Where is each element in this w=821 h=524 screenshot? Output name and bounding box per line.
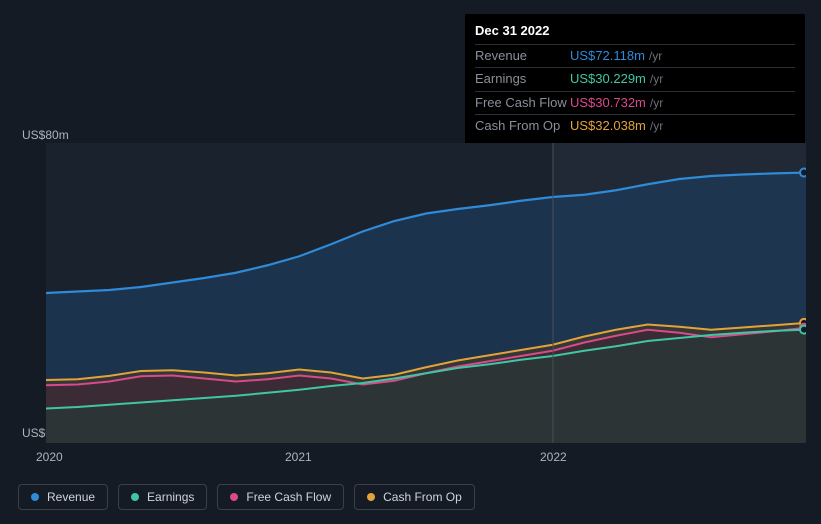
tooltip-value: US$72.118m (570, 47, 645, 65)
tooltip-label: Revenue (475, 47, 570, 65)
y-axis-tick: US$80m (22, 128, 69, 142)
tooltip-unit: /yr (649, 48, 662, 65)
x-axis-tick: 2020 (36, 450, 63, 464)
legend: Revenue Earnings Free Cash Flow Cash From O… (18, 484, 475, 510)
legend-item-revenue[interactable]: Revenue (18, 484, 108, 510)
tooltip-label: Cash From Op (475, 117, 570, 135)
legend-item-cash_from_op[interactable]: Cash From Op (354, 484, 475, 510)
x-axis-tick: 2022 (540, 450, 567, 464)
tooltip-unit: /yr (650, 95, 663, 112)
legend-dot-icon (230, 493, 238, 501)
legend-label: Cash From Op (383, 490, 462, 504)
tooltip-value: US$30.732m (570, 94, 646, 112)
tooltip-row: Free Cash FlowUS$30.732m/yr (475, 91, 795, 114)
legend-label: Earnings (147, 490, 194, 504)
tooltip-label: Earnings (475, 70, 570, 88)
tooltip-unit: /yr (650, 118, 663, 135)
tooltip-unit: /yr (650, 71, 663, 88)
tooltip-row: Cash From OpUS$32.038m/yr (475, 114, 795, 137)
tooltip-label: Free Cash Flow (475, 94, 570, 112)
series-end-marker-earnings (800, 326, 806, 334)
legend-label: Free Cash Flow (246, 490, 331, 504)
legend-item-free_cash_flow[interactable]: Free Cash Flow (217, 484, 344, 510)
tooltip-value: US$30.229m (570, 70, 646, 88)
legend-dot-icon (131, 493, 139, 501)
legend-dot-icon (367, 493, 375, 501)
legend-dot-icon (31, 493, 39, 501)
area-chart[interactable] (46, 143, 806, 443)
x-axis-tick: 2021 (285, 450, 312, 464)
chart-tooltip: Dec 31 2022 RevenueUS$72.118m/yrEarnings… (465, 14, 805, 145)
legend-label: Revenue (47, 490, 95, 504)
tooltip-value: US$32.038m (570, 117, 646, 135)
tooltip-row: EarningsUS$30.229m/yr (475, 67, 795, 90)
tooltip-date: Dec 31 2022 (475, 22, 795, 40)
series-end-marker-revenue (800, 169, 806, 177)
tooltip-row: RevenueUS$72.118m/yr (475, 44, 795, 67)
legend-item-earnings[interactable]: Earnings (118, 484, 207, 510)
